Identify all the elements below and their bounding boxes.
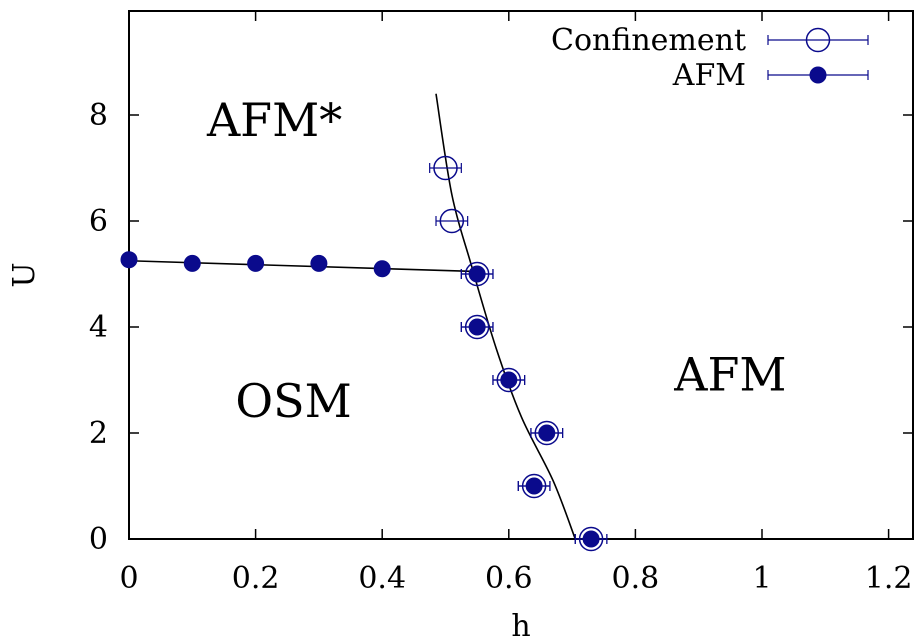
x-tick-label: 0.2 [232, 561, 280, 596]
afm-point [538, 424, 556, 442]
y-tick-label: 6 [89, 204, 108, 239]
phase-boundaries [128, 93, 577, 540]
afm-point [468, 265, 486, 283]
x-axis-label: h [511, 609, 530, 643]
x-tick-label: 0.4 [358, 561, 406, 596]
afm-point [500, 371, 518, 389]
x-tick-label: 0.8 [612, 561, 660, 596]
region-label: OSM [235, 374, 351, 428]
phase-boundary-line [128, 259, 471, 273]
afm-point [310, 254, 328, 272]
region-label: AFM* [206, 93, 342, 147]
legend-marker-afm [809, 66, 827, 84]
afm-point [525, 477, 543, 495]
x-tick-label: 0.6 [485, 561, 533, 596]
afm-point [373, 260, 391, 278]
confinement-point [433, 155, 458, 181]
region-labels: AFM* OSM AFM [206, 93, 787, 428]
afm-point [120, 251, 138, 269]
legend-entry-label: Confinement [551, 23, 746, 58]
region-label: AFM [673, 348, 786, 402]
y-tick-label: 4 [89, 310, 108, 345]
axis-ticks [128, 11, 913, 540]
plot-frame [128, 10, 914, 540]
y-axis-label: U [7, 262, 42, 287]
legend-entry-label: AFM [672, 58, 746, 93]
tick-labels: 0 0.2 0.4 0.6 0.8 1 1.2 0 2 4 6 8 [89, 98, 913, 596]
afm-point [582, 530, 600, 548]
legend-marker-confinement [805, 27, 831, 53]
afm-point [183, 254, 201, 272]
y-tick-label: 0 [89, 522, 108, 557]
x-tick-label: 0 [119, 561, 138, 596]
afm-point [468, 318, 486, 336]
confinement-point [439, 208, 465, 234]
x-tick-label: 1.2 [865, 561, 913, 596]
data-marks [120, 155, 608, 552]
x-tick-label: 1 [752, 561, 771, 596]
phase-boundary-line [435, 93, 577, 540]
y-tick-label: 8 [89, 98, 108, 133]
afm-point [247, 254, 265, 272]
y-tick-label: 2 [89, 416, 108, 451]
